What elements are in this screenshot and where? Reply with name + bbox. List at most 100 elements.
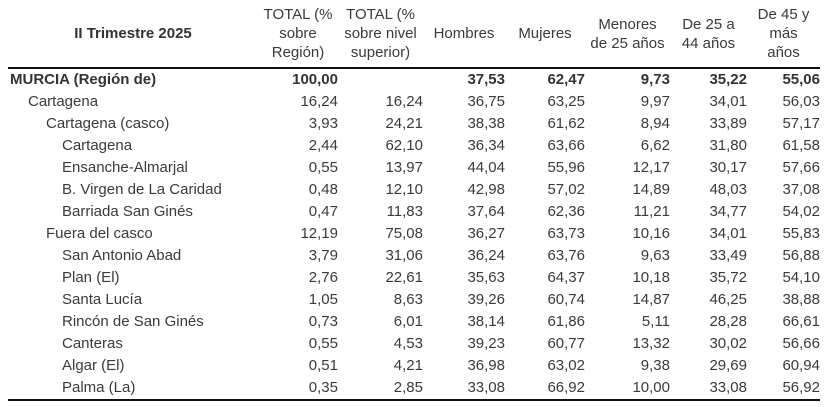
value-cell: 0,55: [308, 159, 338, 176]
table-row: Cartagena (casco) 3,93 24,21 38,38 61,62 8,94…: [8, 113, 820, 135]
value-cell: 16,24: [300, 93, 338, 110]
row-label: Rincón de San Ginés: [62, 313, 204, 330]
row-label: Cartagena: [28, 93, 99, 110]
value-cell: 9,38: [640, 357, 670, 374]
value-cell: 9,73: [640, 71, 670, 88]
value-cell: 33,89: [709, 115, 747, 132]
value-cell: 75,08: [385, 225, 423, 242]
column-header-hombres: Hombres: [433, 25, 495, 42]
column-header-total-region: TOTAL (% sobre Región): [263, 6, 333, 61]
value-cell: 36,75: [467, 93, 505, 110]
value-cell: 63,73: [547, 225, 585, 242]
value-cell: 62,10: [385, 137, 423, 154]
value-cell: 10,18: [632, 269, 670, 286]
value-cell: 56,03: [782, 93, 820, 110]
value-cell: 56,92: [782, 379, 820, 396]
value-cell: 31,06: [385, 247, 423, 264]
value-cell: 38,38: [467, 115, 505, 132]
value-cell: 4,21: [393, 357, 423, 374]
value-cell: [338, 68, 423, 91]
table-body: MURCIA (Región de) 100,00 37,53 62,47 9,73 35…: [8, 68, 820, 400]
value-cell: 3,93: [308, 115, 338, 132]
value-cell: 55,96: [547, 159, 585, 176]
table-title: II Trimestre 2025: [74, 25, 192, 42]
column-header-mujeres: Mujeres: [518, 25, 572, 42]
value-cell: 33,49: [709, 247, 747, 264]
column-header-total-superior: TOTAL (% sobre nivel superior): [344, 6, 417, 61]
value-cell: 11,21: [633, 203, 670, 220]
value-cell: 35,72: [709, 269, 747, 286]
value-cell: 33,08: [709, 379, 747, 396]
value-cell: 60,74: [547, 291, 585, 308]
value-cell: 12,10: [385, 181, 423, 198]
value-cell: 5,11: [641, 313, 670, 330]
value-cell: 3,79: [308, 247, 338, 264]
column-header-menores-25: Menores de 25 años: [590, 15, 665, 52]
value-cell: 36,24: [467, 247, 505, 264]
value-cell: 14,89: [632, 181, 670, 198]
table-row: MURCIA (Región de) 100,00 37,53 62,47 9,73 35…: [8, 68, 820, 91]
value-cell: 13,97: [385, 159, 423, 176]
table-row: Fuera del casco 12,19 75,08 36,27 63,73 10,16…: [8, 223, 820, 245]
value-cell: 66,92: [547, 379, 585, 396]
value-cell: 42,98: [467, 181, 505, 198]
table-row: Rincón de San Ginés 0,73 6,01 38,14 61,86 5,1…: [8, 311, 820, 333]
row-label: Plan (El): [62, 269, 120, 286]
value-cell: 0,73: [308, 313, 338, 330]
value-cell: 36,98: [467, 357, 505, 374]
column-header-45-mas: De 45 y más años: [757, 6, 810, 61]
value-cell: 0,55: [308, 335, 338, 352]
value-cell: 62,47: [547, 71, 585, 88]
value-cell: 24,21: [385, 115, 423, 132]
value-cell: 37,53: [467, 71, 505, 88]
value-cell: 29,69: [709, 357, 747, 374]
value-cell: 34,01: [709, 225, 747, 242]
header-row: II Trimestre 2025 TOTAL (% sobre Región)…: [8, 2, 820, 68]
value-cell: 9,97: [640, 93, 670, 110]
value-cell: 14,87: [632, 291, 670, 308]
statistics-table: II Trimestre 2025 TOTAL (% sobre Región)…: [8, 2, 820, 401]
value-cell: 62,36: [547, 203, 585, 220]
value-cell: 38,88: [782, 291, 820, 308]
value-cell: 39,26: [467, 291, 505, 308]
row-label: B. Virgen de La Caridad: [62, 181, 222, 198]
table-row: Algar (El) 0,51 4,21 36,98 63,02 9,38 29,69 60,…: [8, 355, 820, 377]
value-cell: 36,27: [467, 225, 505, 242]
value-cell: 33,08: [467, 379, 505, 396]
value-cell: 60,94: [782, 357, 820, 374]
row-label: MURCIA (Región de): [10, 71, 157, 88]
value-cell: 35,22: [709, 71, 747, 88]
value-cell: 64,37: [547, 269, 585, 286]
value-cell: 4,53: [393, 335, 423, 352]
value-cell: 55,06: [782, 71, 820, 88]
value-cell: 10,16: [632, 225, 670, 242]
value-cell: 0,35: [308, 379, 338, 396]
value-cell: 10,00: [632, 379, 670, 396]
table-row: Plan (El) 2,76 22,61 35,63 64,37 10,18 35,72 54…: [8, 267, 820, 289]
table-row: Cartagena 16,24 16,24 36,75 63,25 9,97 34,01 56…: [8, 91, 820, 113]
value-cell: 35,63: [467, 269, 505, 286]
value-cell: 39,23: [467, 335, 505, 352]
value-cell: 0,51: [308, 357, 338, 374]
value-cell: 22,61: [385, 269, 423, 286]
value-cell: 12,19: [300, 225, 338, 242]
value-cell: 57,17: [782, 115, 820, 132]
value-cell: 46,25: [709, 291, 747, 308]
row-label: Cartagena: [62, 137, 133, 154]
value-cell: 54,02: [782, 203, 820, 220]
row-label: Palma (La): [62, 379, 136, 396]
value-cell: 0,47: [308, 203, 338, 220]
value-cell: 34,77: [709, 203, 747, 220]
table-row: Cartagena 2,44 62,10 36,34 63,66 6,62 31,80 61,…: [8, 135, 820, 157]
value-cell: 30,02: [709, 335, 747, 352]
value-cell: 31,80: [709, 137, 747, 154]
value-cell: 30,17: [709, 159, 747, 176]
value-cell: 61,86: [547, 313, 585, 330]
row-label: Santa Lucía: [62, 291, 143, 308]
value-cell: 61,58: [782, 137, 820, 154]
row-label: San Antonio Abad: [62, 247, 182, 264]
value-cell: 28,28: [709, 313, 747, 330]
value-cell: 6,62: [640, 137, 670, 154]
value-cell: 37,64: [467, 203, 505, 220]
table-row: Palma (La) 0,35 2,85 33,08 66,92 10,00 33,08 56…: [8, 377, 820, 400]
